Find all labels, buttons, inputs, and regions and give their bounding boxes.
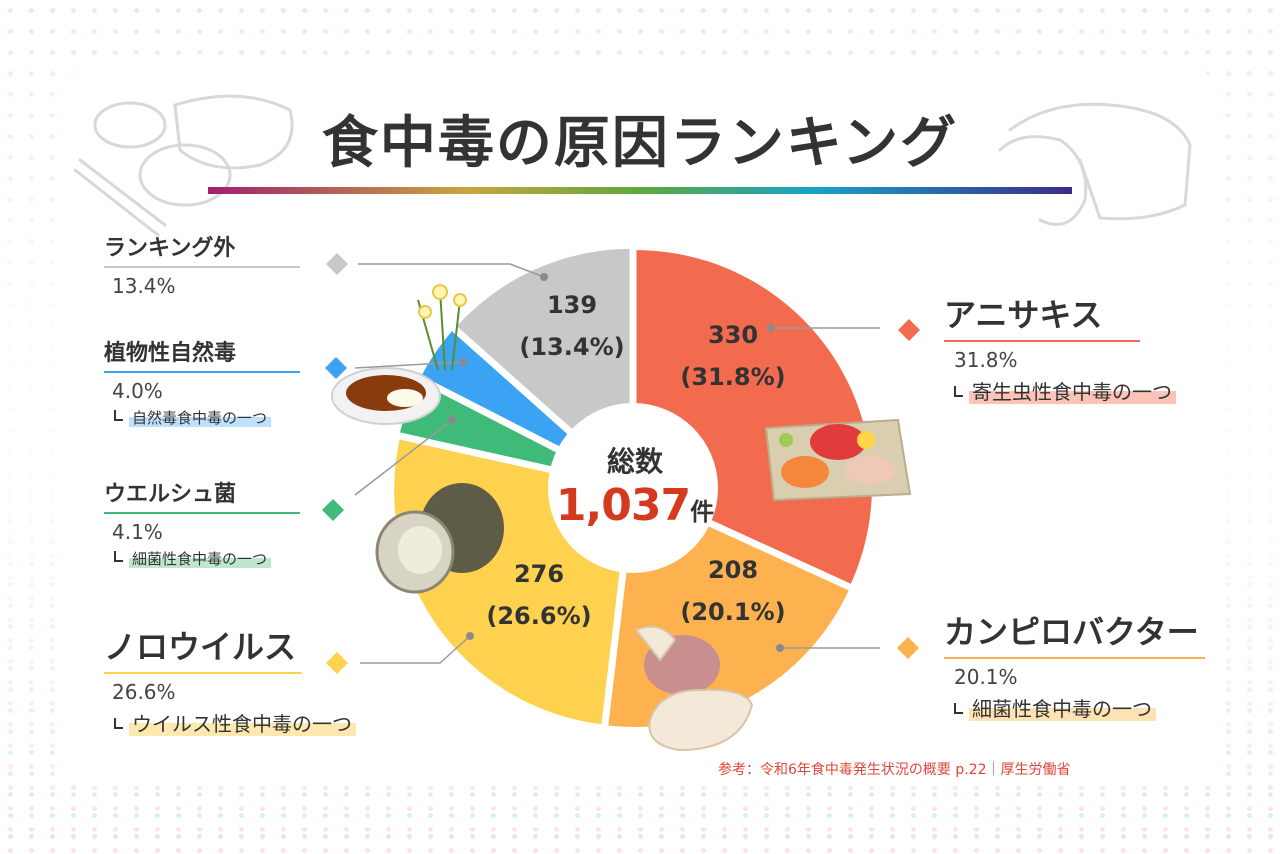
total-count: 総数 1,037件: [545, 440, 725, 531]
source-note: 参考：令和6年食中毒発生状況の概要 p.22｜厚生労働省: [718, 762, 1071, 778]
legend-anisakis-name: アニサキス: [944, 290, 1140, 342]
plate-doodle: [173, 94, 294, 170]
legend-welsh-desc-text: 細菌性食中毒の一つ: [129, 550, 272, 568]
daffodil-icon: [417, 284, 467, 371]
legend-other: ランキング外 13.4%: [104, 230, 300, 298]
legend-other-name: ランキング外: [104, 230, 300, 268]
slice-value-campylobacter: 208: [708, 556, 758, 584]
bread-doodle: [1008, 102, 1192, 221]
connector-dot-anisakis: [767, 324, 775, 332]
rice-bowl-doodle: [93, 101, 167, 149]
legend-welsh: ウエルシュ菌 4.1% 細菌性食中毒の一つ: [104, 476, 300, 569]
connector-dot-welsh: [448, 416, 456, 424]
legend-diamond-campylobacter: [897, 637, 919, 659]
legend-welsh-name: ウエルシュ菌: [104, 476, 300, 514]
chicken-icon: [634, 625, 754, 752]
legend-campylobacter-desc-text: 細菌性食中毒の一つ: [969, 697, 1156, 721]
connector-line-other: [358, 263, 545, 278]
total-value: 1,037: [555, 480, 691, 531]
legend-norovirus-desc-text: ウイルス性食中毒の一つ: [129, 712, 356, 736]
legend-welsh-percent: 4.1%: [112, 520, 163, 544]
slice-value-norovirus: 276: [514, 560, 564, 588]
title-underline: [208, 187, 1072, 194]
slice-percent-campylobacter: (20.1%): [680, 598, 785, 626]
legend-natural-desc-text: 自然毒食中毒の一つ: [129, 409, 272, 427]
legend-campylobacter-desc: 細菌性食中毒の一つ: [954, 693, 1156, 722]
slice-percent-other: (13.4%): [519, 333, 624, 361]
total-label: 総数: [606, 445, 663, 478]
legend-norovirus: ノロウイルス 26.6% ウイルス性食中毒の一つ: [104, 622, 356, 737]
connector-dot-norovirus: [466, 632, 474, 640]
slice-value-anisakis: 330: [708, 321, 758, 349]
legend-campylobacter-percent: 20.1%: [954, 665, 1018, 689]
connector-dot-campylobacter: [776, 644, 784, 652]
pie-center-hole: [548, 403, 718, 573]
connector-dot-other: [540, 273, 548, 281]
slice-value-other: 139: [547, 291, 597, 319]
curry-icon: [331, 367, 441, 425]
legend-anisakis: アニサキス 31.8% 寄生虫性食中毒の一つ: [944, 290, 1176, 405]
legend-campylobacter: カンピロバクター 20.1% 細菌性食中毒の一つ: [944, 607, 1205, 722]
legend-anisakis-desc-text: 寄生虫性食中毒の一つ: [969, 380, 1176, 404]
connector-line-norovirus: [360, 635, 471, 664]
connector-line-welsh: [354, 419, 453, 496]
slice-percent-anisakis: (31.8%): [680, 363, 785, 391]
oyster-icon: [375, 483, 504, 594]
chopsticks-doodle: [78, 158, 167, 227]
legend-diamond-other: [326, 253, 348, 275]
legend-norovirus-desc: ウイルス性食中毒の一つ: [114, 708, 356, 737]
legend-diamond-anisakis: [898, 319, 920, 341]
legend-norovirus-percent: 26.6%: [112, 680, 176, 704]
legend-welsh-desc: 細菌性食中毒の一つ: [114, 548, 272, 569]
sashimi-icon: [764, 418, 912, 502]
legend-natural: 植物性自然毒 4.0% 自然毒食中毒の一つ: [104, 335, 300, 428]
page-title: 食中毒の原因ランキング: [321, 111, 959, 176]
legend-campylobacter-name: カンピロバクター: [944, 607, 1205, 659]
legend-anisakis-percent: 31.8%: [954, 348, 1018, 372]
connector-dot-natural: [459, 358, 467, 366]
legend-diamond-natural: [325, 357, 347, 379]
legend-natural-percent: 4.0%: [112, 379, 163, 403]
legend-diamond-norovirus: [326, 652, 348, 674]
legend-other-percent: 13.4%: [112, 274, 176, 298]
legend-norovirus-name: ノロウイルス: [104, 622, 303, 674]
legend-diamond-welsh: [322, 499, 344, 521]
soup-bowl-doodle: [138, 143, 232, 207]
total-unit: 件: [690, 498, 715, 526]
legend-natural-desc: 自然毒食中毒の一つ: [114, 407, 272, 428]
croissant-doodle: [998, 135, 1088, 226]
legend-anisakis-desc: 寄生虫性食中毒の一つ: [954, 376, 1176, 405]
legend-natural-name: 植物性自然毒: [104, 335, 300, 373]
slice-percent-norovirus: (26.6%): [486, 602, 591, 630]
